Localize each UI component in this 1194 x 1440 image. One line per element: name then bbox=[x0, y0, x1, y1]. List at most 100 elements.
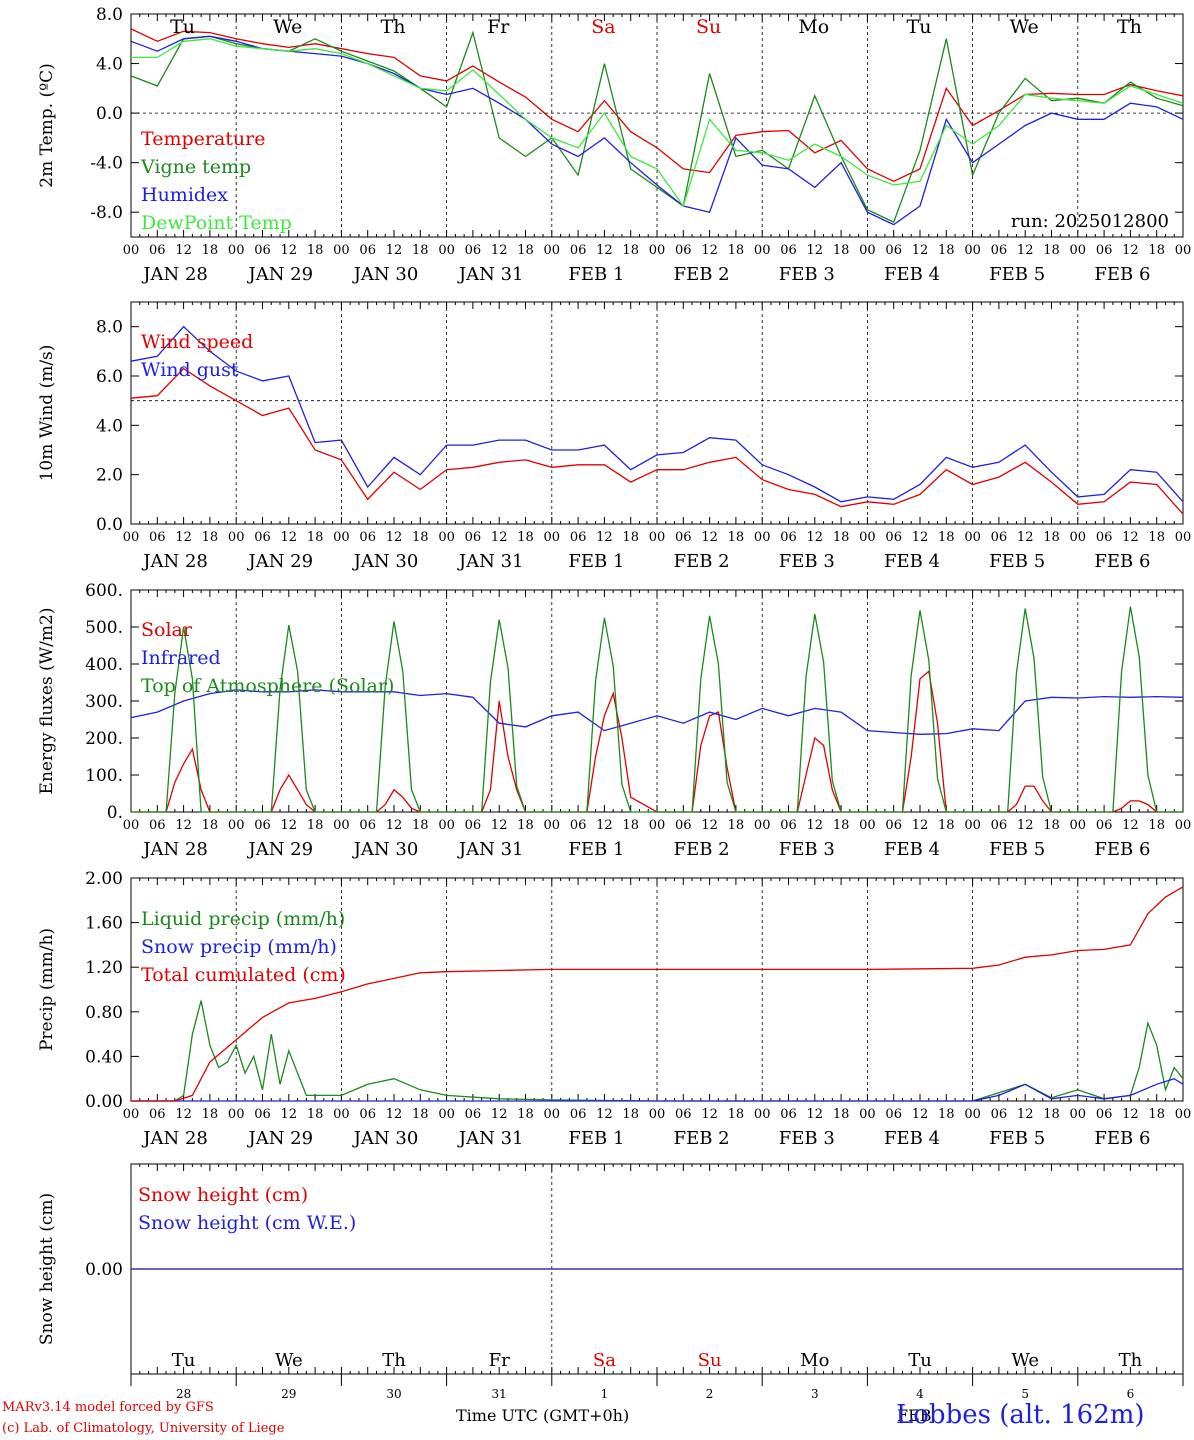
hour-tick-label: 12 bbox=[491, 1107, 508, 1122]
date-label: JAN 28 bbox=[141, 551, 208, 572]
hour-tick-label: 18 bbox=[202, 818, 219, 833]
hour-tick-label: 00 bbox=[964, 818, 981, 833]
hour-tick-label: 18 bbox=[1148, 818, 1165, 833]
date-label: JAN 29 bbox=[247, 1128, 314, 1149]
date-label: FEB 4 bbox=[884, 1128, 940, 1149]
legend-entry-2: Wind gust bbox=[141, 359, 239, 381]
day-number-label: 29 bbox=[281, 1387, 296, 1401]
hour-tick-label: 12 bbox=[701, 1107, 718, 1122]
date-label: FEB 3 bbox=[779, 839, 835, 860]
hour-tick-label: 12 bbox=[491, 818, 508, 833]
y-tick-label: 2.00 bbox=[85, 869, 123, 889]
hour-tick-label: 06 bbox=[675, 243, 692, 258]
hour-tick-label: 06 bbox=[570, 530, 587, 545]
hour-tick-label: 00 bbox=[649, 1107, 666, 1122]
y-tick-label: 0.40 bbox=[85, 1047, 123, 1067]
hour-tick-label: 18 bbox=[938, 1107, 955, 1122]
day-number-label: 1 bbox=[601, 1387, 609, 1401]
hour-tick-label: 00 bbox=[649, 818, 666, 833]
y-axis-label: Energy fluxes (W/m2) bbox=[37, 608, 57, 795]
hour-tick-label: 06 bbox=[1096, 818, 1113, 833]
hour-tick-label: 06 bbox=[780, 530, 797, 545]
time-axis-label: Time UTC (GMT+0h) bbox=[456, 1406, 630, 1425]
y-tick-label: 300. bbox=[85, 692, 123, 712]
hour-tick-label: 12 bbox=[281, 1107, 298, 1122]
date-label: FEB 6 bbox=[1094, 551, 1150, 572]
hour-tick-label: 12 bbox=[701, 530, 718, 545]
legend-entry-1: Wind speed bbox=[141, 331, 253, 353]
month-label: FEB bbox=[897, 1406, 932, 1425]
date-label: JAN 31 bbox=[457, 839, 524, 860]
day-number-label: 6 bbox=[1127, 1387, 1135, 1401]
weekday-label-top: We bbox=[1010, 16, 1039, 38]
legend-entry-3: Humidex bbox=[141, 184, 228, 206]
legend-entry-3: Total cumulated (cm) bbox=[141, 964, 346, 986]
hour-tick-label: 12 bbox=[701, 818, 718, 833]
date-label: JAN 29 bbox=[247, 551, 314, 572]
hour-tick-label: 00 bbox=[123, 818, 140, 833]
hour-tick-label: 18 bbox=[517, 1107, 534, 1122]
hour-tick-label: 06 bbox=[570, 243, 587, 258]
hour-tick-label: 06 bbox=[780, 818, 797, 833]
legend-entry-4: DewPoint Temp bbox=[141, 212, 292, 234]
date-label: FEB 5 bbox=[989, 1128, 1045, 1149]
y-axis-label: 10m Wind (m/s) bbox=[37, 345, 57, 482]
hour-tick-label: 00 bbox=[649, 530, 666, 545]
date-label: FEB 6 bbox=[1094, 264, 1150, 285]
y-tick-label: 1.20 bbox=[85, 958, 123, 978]
date-label: JAN 28 bbox=[141, 1128, 208, 1149]
hour-tick-label: 12 bbox=[912, 1107, 929, 1122]
hour-tick-label: 00 bbox=[1070, 243, 1087, 258]
hour-tick-label: 12 bbox=[386, 243, 403, 258]
hour-tick-label: 18 bbox=[938, 243, 955, 258]
model-credit: MARv3.14 model forced by GFS bbox=[2, 1400, 214, 1415]
hour-tick-label: 00 bbox=[1175, 530, 1192, 545]
hour-tick-label: 18 bbox=[1148, 530, 1165, 545]
hour-tick-label: 18 bbox=[728, 530, 745, 545]
hour-tick-label: 12 bbox=[1017, 818, 1034, 833]
hour-tick-label: 00 bbox=[859, 530, 876, 545]
hour-tick-label: 00 bbox=[964, 243, 981, 258]
hour-tick-label: 00 bbox=[859, 818, 876, 833]
y-tick-label: 600. bbox=[85, 581, 123, 601]
weekday-label-bottom: Th bbox=[1119, 1350, 1143, 1371]
hour-tick-label: 00 bbox=[544, 818, 561, 833]
hour-tick-label: 18 bbox=[1043, 1107, 1060, 1122]
series-line-3 bbox=[130, 35, 1184, 226]
y-tick-label: -4.0 bbox=[90, 154, 123, 174]
hour-tick-label: 12 bbox=[1017, 530, 1034, 545]
hour-tick-label: 12 bbox=[281, 243, 298, 258]
hour-tick-label: 18 bbox=[728, 243, 745, 258]
hour-tick-label: 18 bbox=[622, 530, 639, 545]
hour-tick-label: 06 bbox=[570, 1107, 587, 1122]
hour-tick-label: 00 bbox=[123, 1107, 140, 1122]
hour-tick-label: 12 bbox=[386, 1107, 403, 1122]
y-axis-label: Precip (mm/h) bbox=[37, 928, 57, 1051]
hour-tick-label: 18 bbox=[728, 818, 745, 833]
legend-entry-1: Temperature bbox=[141, 128, 265, 150]
legend-entry-1: Snow height (cm) bbox=[138, 1184, 308, 1206]
hour-tick-label: 06 bbox=[675, 530, 692, 545]
y-tick-label: 1.60 bbox=[85, 914, 123, 934]
hour-tick-label: 06 bbox=[149, 818, 166, 833]
hour-tick-label: 00 bbox=[228, 530, 245, 545]
hour-tick-label: 18 bbox=[202, 1107, 219, 1122]
station-name: Lobbes (alt. 162m) bbox=[896, 1400, 1145, 1430]
hour-tick-label: 12 bbox=[281, 530, 298, 545]
hour-tick-label: 18 bbox=[622, 818, 639, 833]
hour-tick-label: 18 bbox=[622, 1107, 639, 1122]
hour-tick-label: 00 bbox=[1070, 818, 1087, 833]
weekday-label-top: Th bbox=[1117, 16, 1142, 38]
hour-tick-label: 00 bbox=[964, 530, 981, 545]
weekday-label-bottom: Tu bbox=[908, 1350, 932, 1371]
hour-tick-label: 06 bbox=[991, 530, 1008, 545]
hour-tick-label: 12 bbox=[175, 243, 192, 258]
hour-tick-label: 12 bbox=[1122, 1107, 1139, 1122]
hour-tick-label: 00 bbox=[1175, 1107, 1192, 1122]
hour-tick-label: 12 bbox=[807, 1107, 824, 1122]
weekday-label-bottom: We bbox=[1011, 1350, 1039, 1371]
hour-tick-label: 06 bbox=[675, 1107, 692, 1122]
hour-tick-label: 06 bbox=[780, 243, 797, 258]
hour-tick-label: 06 bbox=[1096, 243, 1113, 258]
